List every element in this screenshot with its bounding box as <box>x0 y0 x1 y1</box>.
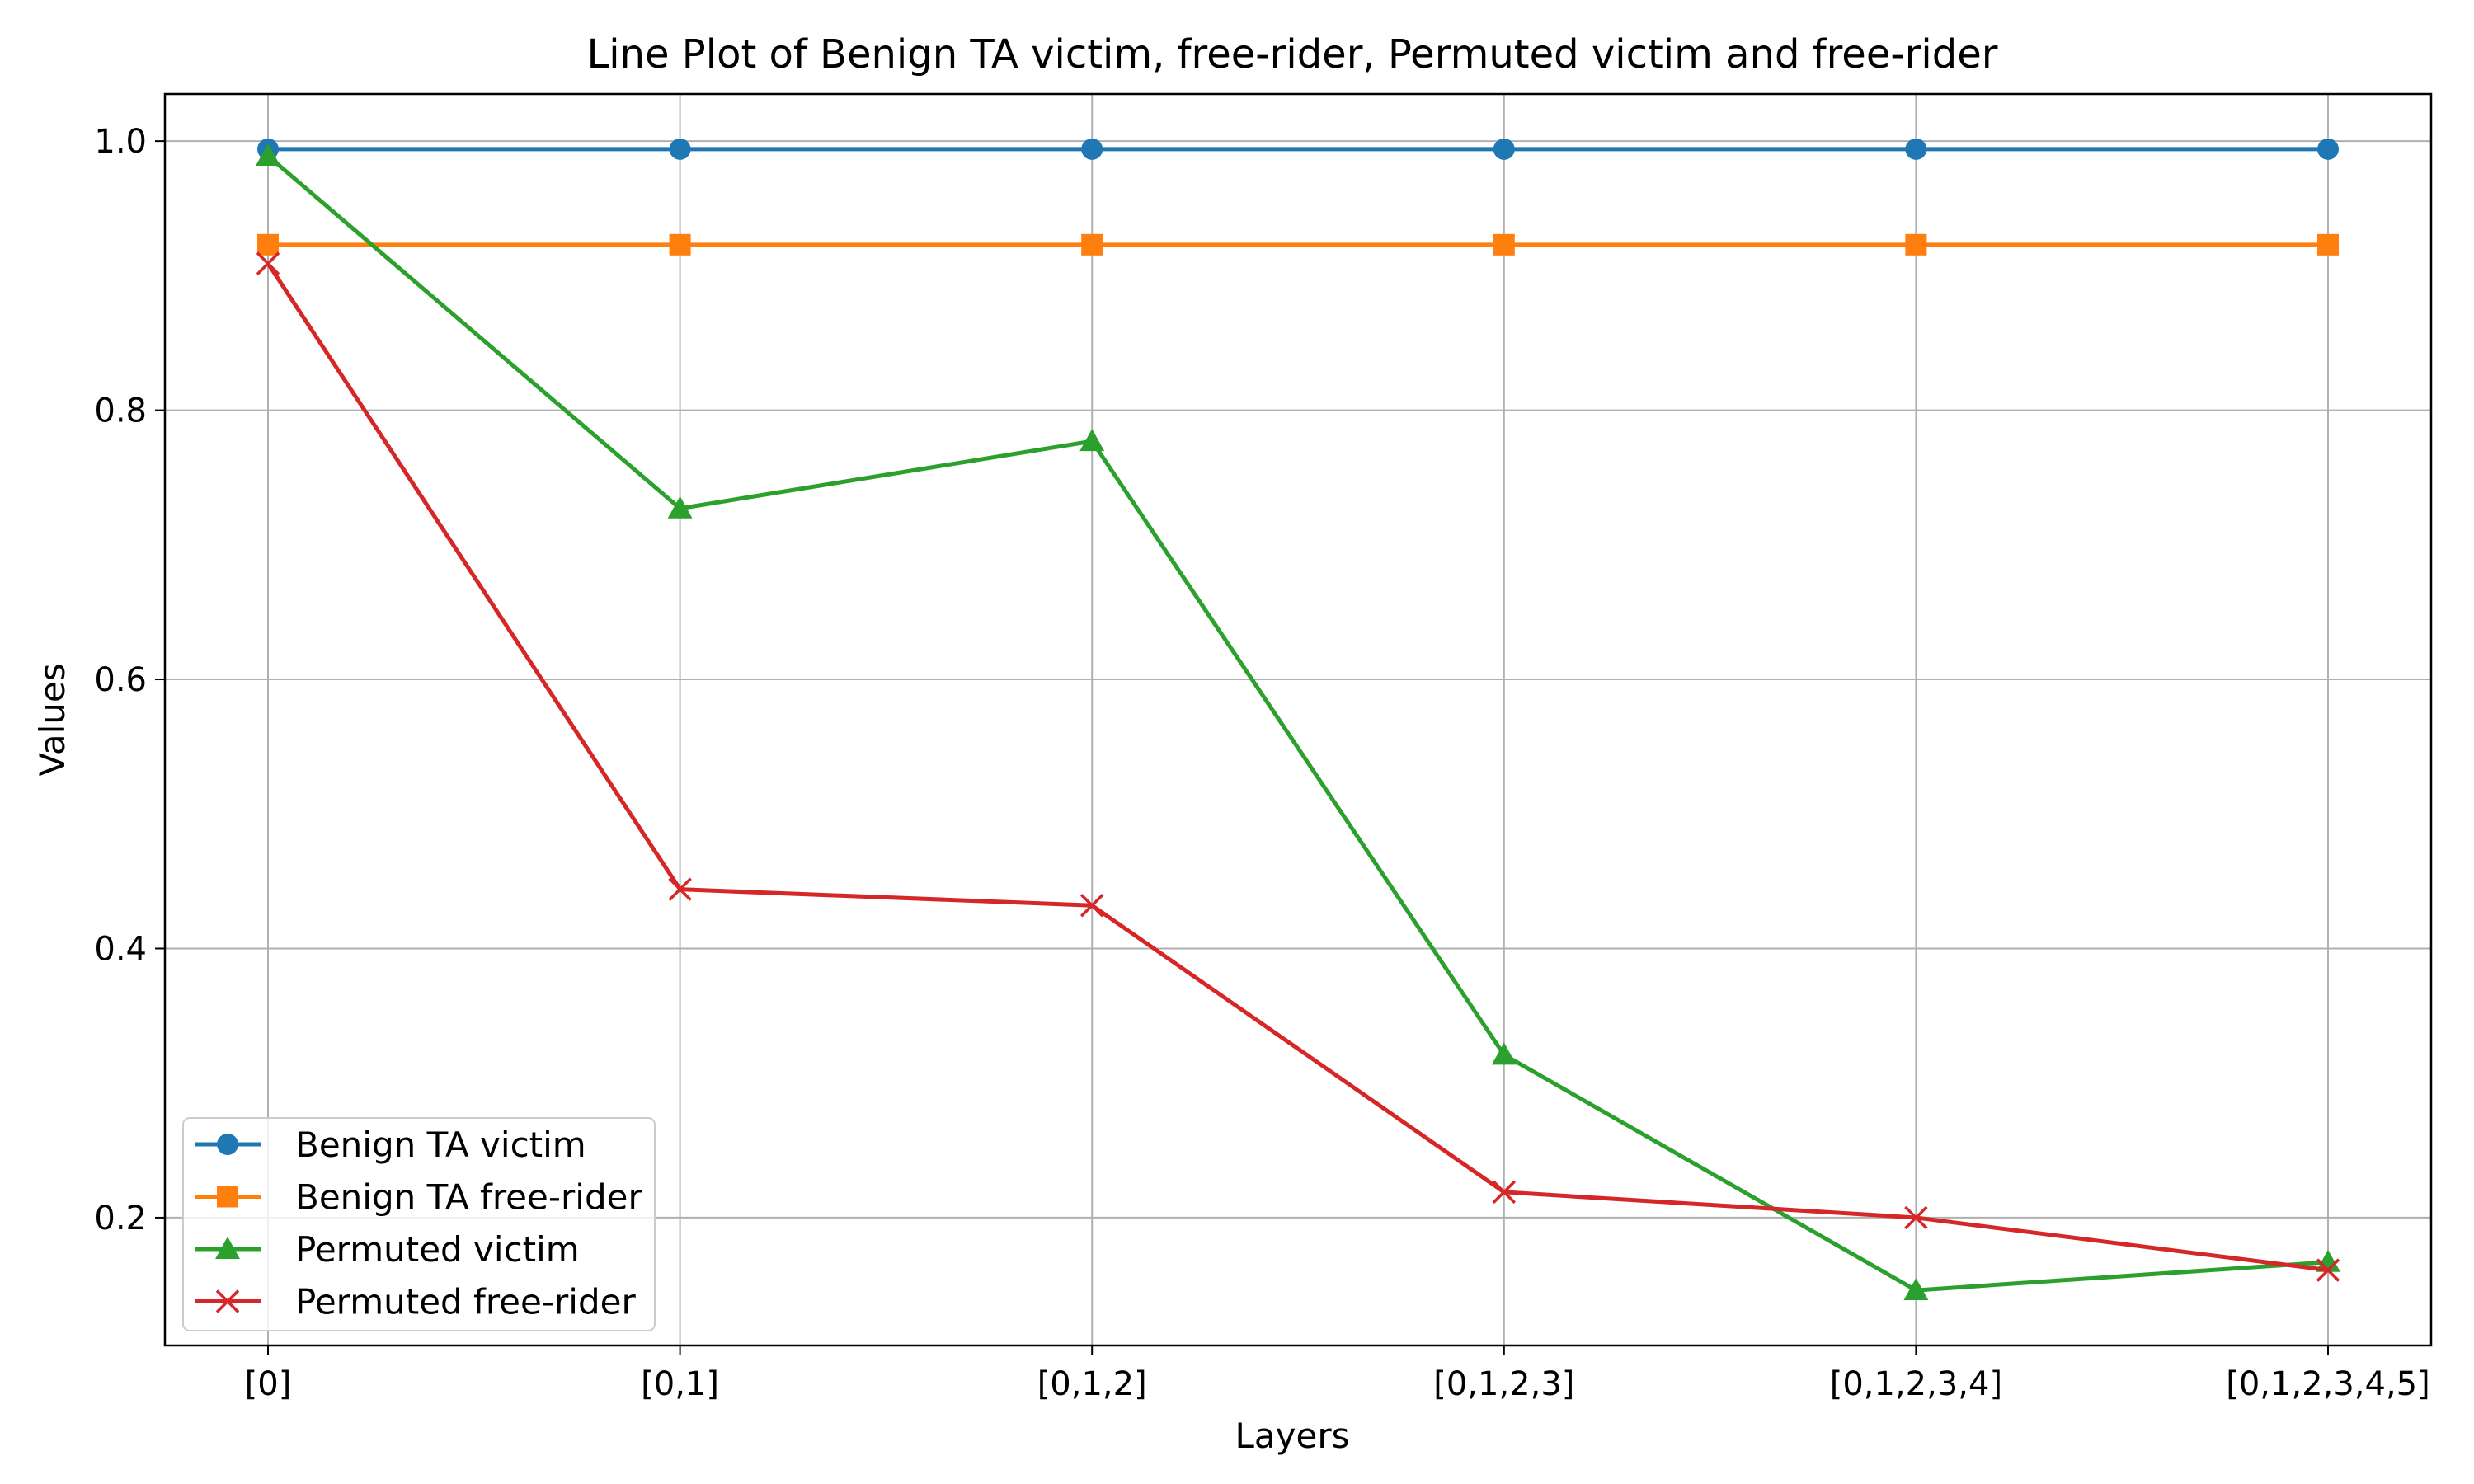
legend-label-permuted-free-rider: Permuted free-rider <box>295 1282 636 1322</box>
tick-layer: [0] [0,1] [0,1,2] [0,1,2,3] [0,1,2,3,4] [0,1,… <box>94 123 2429 1403</box>
data-point-permuted-free-rider <box>1904 1205 1928 1230</box>
marker-x-stroke <box>1904 1205 1928 1230</box>
data-point-permuted-free-rider <box>668 877 692 901</box>
y-tick-label: 0.6 <box>94 661 147 699</box>
series-layer <box>256 138 2340 1301</box>
y-tick-label: 1.0 <box>94 123 147 161</box>
data-point-permuted-victim <box>2316 1249 2340 1272</box>
data-point-permuted-victim <box>667 495 693 519</box>
marker-x-stroke <box>2316 1258 2340 1282</box>
data-point-benign-ta-victim <box>1905 138 1927 160</box>
series-line-permuted-victim <box>266 154 2329 1293</box>
series-line-permuted-free-rider <box>266 262 2329 1273</box>
x-tick-label: [0,1,2,3,4,5] <box>2226 1365 2429 1403</box>
legend-label-permuted-victim: Permuted victim <box>295 1229 580 1270</box>
y-tick-label: 0.2 <box>94 1200 147 1237</box>
data-point-benign-ta-victim <box>2317 138 2339 160</box>
data-point-permuted-victim <box>256 143 280 167</box>
legend: Benign TA victim Benign TA free-rider Perm… <box>182 1117 656 1331</box>
x-tick-label: [0] <box>245 1365 292 1403</box>
data-point-benign-ta-free-rider <box>257 233 279 256</box>
y-tick-label: 0.8 <box>94 392 147 430</box>
series-benign-ta-free-rider <box>257 233 2339 256</box>
legend-marker-permuted-free-rider <box>215 1289 240 1313</box>
data-point-benign-ta-free-rider <box>1905 233 1927 256</box>
series-permuted-victim <box>256 143 2340 1301</box>
x-axis-title: Layers <box>1235 1416 1350 1456</box>
data-point-benign-ta-victim <box>1081 138 1103 160</box>
marker-x-stroke <box>215 1289 240 1313</box>
legend-marker-permuted-victim <box>215 1237 240 1259</box>
y-axis-title: Values <box>32 663 73 776</box>
x-tick-label: [0,1,2,3] <box>1433 1365 1574 1403</box>
data-point-permuted-victim <box>1491 1042 1517 1065</box>
data-point-benign-ta-free-rider <box>1081 233 1103 256</box>
x-tick-label: [0,1,2,3,4] <box>1830 1365 2002 1403</box>
data-point-permuted-free-rider <box>1079 894 1104 918</box>
marker-x-stroke <box>256 251 280 275</box>
series-permuted-free-rider <box>256 251 2340 1282</box>
data-point-permuted-victim <box>1903 1278 1929 1301</box>
data-point-permuted-free-rider <box>1492 1180 1517 1205</box>
x-tick-label: [0,1,2] <box>1037 1365 1147 1403</box>
marker-x-stroke <box>668 877 692 901</box>
data-point-benign-ta-victim <box>1493 138 1515 160</box>
data-point-benign-ta-free-rider <box>2317 233 2339 256</box>
legend-marker-benign-ta-free-rider <box>217 1186 238 1208</box>
chart-title: Line Plot of Benign TA victim, free-ride… <box>587 31 1998 77</box>
data-point-benign-ta-victim <box>669 138 691 160</box>
data-point-permuted-victim <box>1079 429 1105 452</box>
x-tick-label: [0,1] <box>641 1365 719 1403</box>
legend-box <box>182 1117 656 1331</box>
legend-marker-benign-ta-victim <box>217 1134 238 1155</box>
plot-frame <box>163 92 2433 1347</box>
data-point-permuted-free-rider <box>2316 1258 2340 1282</box>
data-point-permuted-free-rider <box>256 251 280 275</box>
marker-x-stroke <box>1079 894 1104 918</box>
legend-label-benign-ta-free-rider: Benign TA free-rider <box>295 1177 642 1218</box>
y-tick-label: 0.4 <box>94 930 147 968</box>
data-point-benign-ta-free-rider <box>669 233 691 256</box>
data-point-benign-ta-free-rider <box>1493 233 1515 256</box>
marker-x-stroke <box>1492 1180 1517 1205</box>
legend-label-benign-ta-victim: Benign TA victim <box>295 1125 586 1165</box>
